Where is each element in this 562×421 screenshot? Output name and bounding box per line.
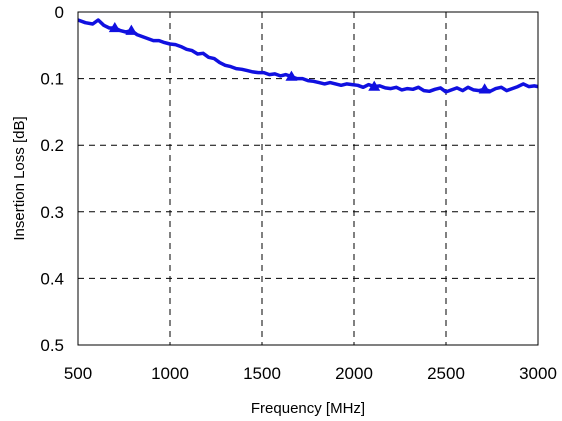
x-tick-labels: 500 1000 1500 2000 2500 3000 <box>64 364 557 383</box>
series-marker <box>285 70 298 81</box>
x-axis-label: Frequency [MHz] <box>251 400 365 417</box>
series-marker <box>368 80 381 91</box>
plot-frame <box>77 11 539 346</box>
y-tick-label: 0.3 <box>40 203 64 222</box>
series-marker <box>108 21 121 33</box>
y-tick-label: 0.2 <box>40 136 64 155</box>
y-tick-label: 0.4 <box>40 269 64 288</box>
series-marker <box>125 24 138 35</box>
y-tick-label: 0 <box>55 3 64 22</box>
series-line <box>77 18 539 94</box>
x-tick-label: 500 <box>64 364 92 383</box>
grid <box>78 12 538 345</box>
x-tick-label: 1500 <box>243 364 281 383</box>
series-layer <box>77 18 539 94</box>
y-tick-label: 0.5 <box>40 336 64 355</box>
y-axis-label: Insertion Loss [dB] <box>11 116 28 240</box>
x-tick-label: 2000 <box>335 364 373 383</box>
series-marker <box>478 83 491 94</box>
x-tick-label: 3000 <box>519 364 557 383</box>
x-tick-label: 2500 <box>427 364 465 383</box>
x-tick-label: 1000 <box>151 364 189 383</box>
y-tick-labels: 0 0.1 0.2 0.3 0.4 0.5 <box>40 3 64 355</box>
y-tick-label: 0.1 <box>40 70 64 89</box>
